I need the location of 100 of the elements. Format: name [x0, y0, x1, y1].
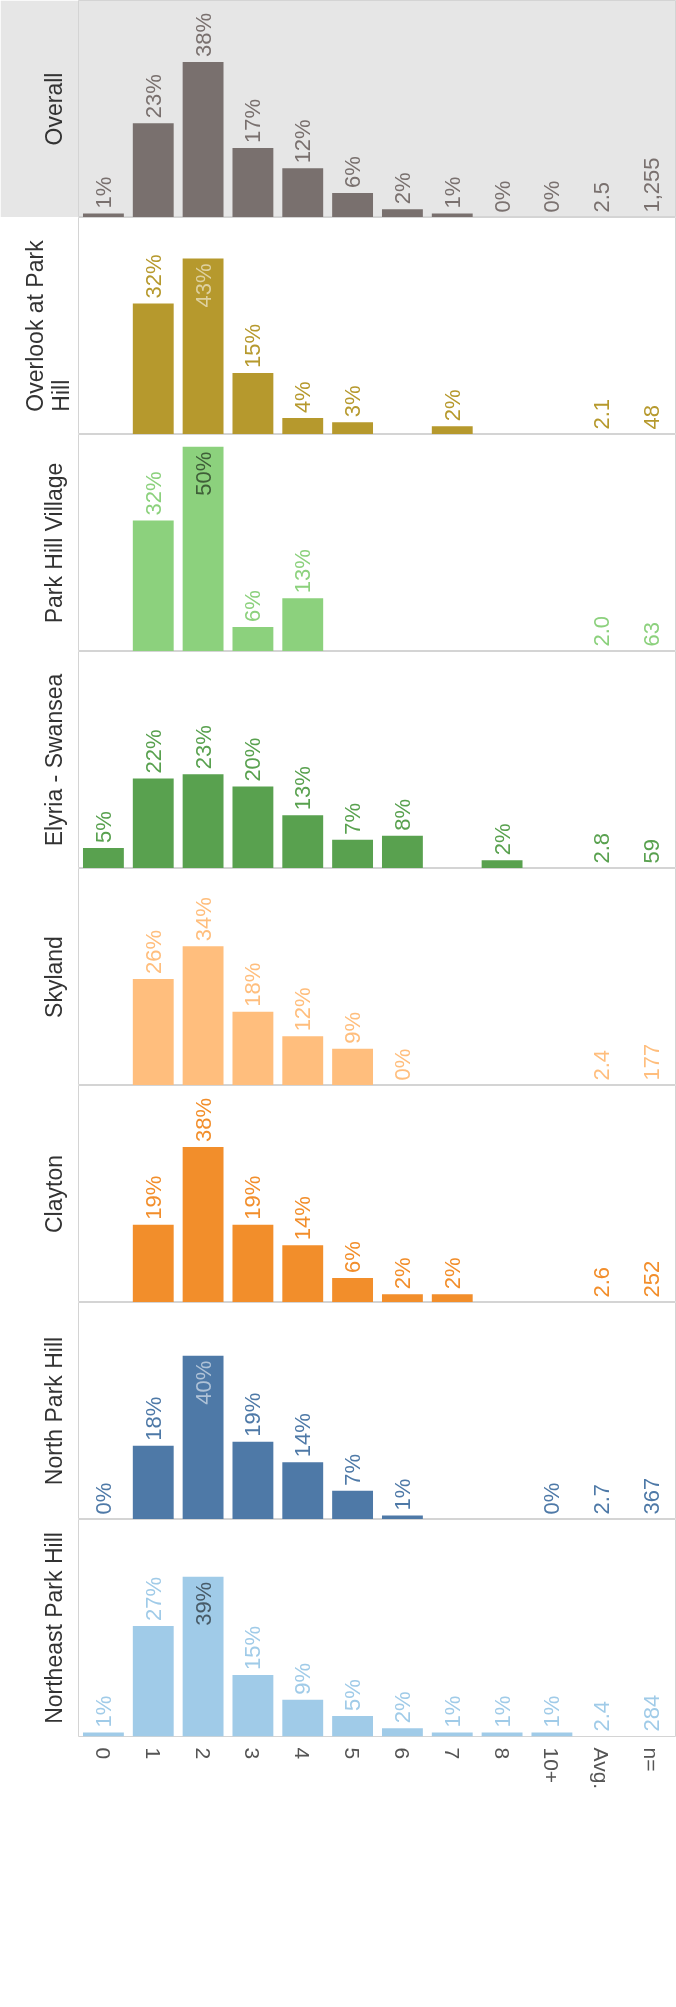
data-label: 20%: [240, 737, 266, 782]
data-label: 13%: [290, 549, 316, 594]
text: Overall: [41, 72, 67, 146]
bar: [132, 1224, 174, 1302]
bar: [232, 786, 274, 868]
data-label: 23%: [140, 74, 166, 119]
data-label: 18%: [140, 1396, 166, 1441]
data-label: 40%: [190, 1360, 216, 1405]
bar: [82, 1732, 124, 1737]
data-label: 6%: [340, 156, 366, 188]
x-tick-label: 3: [241, 1747, 265, 1760]
data-label: 12%: [290, 987, 316, 1032]
data-label: 6%: [240, 590, 266, 622]
bar: [132, 303, 174, 434]
text: 2.8: [589, 832, 615, 864]
bar: [381, 1728, 423, 1737]
bar: [82, 848, 124, 868]
bar: [431, 426, 473, 434]
bar: [82, 213, 124, 217]
bar: [132, 778, 174, 868]
bar: [381, 835, 423, 868]
data-label: 27%: [140, 1576, 166, 1621]
text: 2.5: [589, 181, 615, 213]
data-label: 22%: [140, 729, 166, 774]
bar: [282, 418, 324, 434]
bar: [132, 1445, 174, 1519]
bar: [132, 979, 174, 1085]
bar: [132, 520, 174, 651]
data-label: 12%: [290, 119, 316, 164]
data-label: 0%: [90, 1482, 116, 1515]
data-label: 4%: [290, 381, 316, 414]
data-label: 14%: [290, 1196, 316, 1241]
bar: [132, 123, 174, 217]
text: 177: [639, 1043, 665, 1081]
bar: [282, 1245, 324, 1302]
text: 284: [639, 1694, 665, 1732]
x-tick-label: 0: [91, 1747, 115, 1760]
data-label: 26%: [140, 930, 166, 975]
data-label: 1%: [489, 1695, 515, 1728]
data-label: 1%: [389, 1478, 415, 1511]
data-label: 32%: [140, 254, 166, 299]
bar: [282, 598, 324, 651]
bar: [531, 1732, 573, 1737]
data-label: 18%: [240, 962, 266, 1007]
text: Skyland: [41, 936, 67, 1018]
x-tick-label: Avg.: [590, 1747, 614, 1790]
data-label: 0%: [489, 180, 515, 213]
data-label: 13%: [290, 766, 316, 811]
text: 2.0: [589, 615, 615, 647]
data-label: 15%: [240, 324, 266, 369]
bar: [232, 1011, 274, 1085]
text: 2.4: [589, 1049, 615, 1081]
chart-title: Elyria - Swansea: [41, 673, 67, 847]
data-label: 1%: [439, 176, 465, 209]
data-label: 2%: [389, 172, 415, 205]
data-label: 9%: [290, 1662, 316, 1695]
data-label: 1%: [90, 1695, 116, 1728]
bar: [381, 1294, 423, 1302]
bar: [282, 1699, 324, 1737]
data-label: 39%: [190, 1581, 216, 1626]
bar: [282, 168, 324, 217]
bar: [182, 1146, 224, 1302]
text: 2.7: [589, 1483, 615, 1515]
data-label: 7%: [340, 1454, 366, 1486]
data-label: 19%: [240, 1175, 266, 1220]
data-label: 23%: [190, 725, 216, 770]
bar: [332, 192, 374, 217]
bar: [282, 1036, 324, 1085]
data-label: 38%: [190, 12, 216, 57]
data-label: 0%: [539, 1482, 565, 1515]
bar: [182, 258, 224, 434]
text: Northeast Park Hill: [41, 1532, 67, 1724]
data-label: 5%: [90, 811, 116, 844]
bar: [132, 1625, 174, 1737]
bar: [332, 422, 374, 434]
bar: [431, 1294, 473, 1302]
x-tick-label: 2: [191, 1747, 215, 1760]
x-tick-label: 1: [141, 1747, 165, 1760]
data-label: 1%: [90, 176, 116, 209]
bar: [431, 213, 473, 217]
data-label: 2%: [439, 1257, 465, 1290]
text: 48: [639, 405, 665, 430]
data-label: 14%: [290, 1413, 316, 1458]
bar: [182, 1576, 224, 1737]
data-label: 38%: [190, 1097, 216, 1142]
bar: [481, 1732, 523, 1737]
bar: [332, 1277, 374, 1302]
text: 2.4: [589, 1700, 615, 1732]
text: Park Hill Village: [41, 462, 67, 624]
x-tick-label: n=: [640, 1747, 664, 1772]
data-label: 2%: [389, 1691, 415, 1724]
text: 367: [639, 1477, 665, 1515]
text: 2.6: [589, 1266, 615, 1298]
x-tick-label: 4: [291, 1747, 315, 1760]
bar: [182, 946, 224, 1085]
data-label: 7%: [340, 803, 366, 835]
bar: [481, 860, 523, 868]
data-label: 2%: [439, 389, 465, 422]
data-label: 34%: [190, 897, 216, 942]
text: 1,255: [639, 157, 665, 213]
